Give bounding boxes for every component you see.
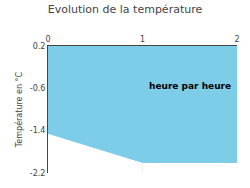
svg-text:heure par heure: heure par heure: [149, 81, 231, 91]
svg-text:-2.2: -2.2: [30, 169, 46, 178]
svg-text:1: 1: [140, 35, 145, 44]
svg-text:2: 2: [234, 35, 239, 44]
svg-text:Evolution de la température: Evolution de la température: [48, 3, 203, 16]
svg-text:-0.6: -0.6: [30, 84, 46, 93]
svg-text:-1.4: -1.4: [30, 126, 46, 135]
svg-text:0: 0: [45, 35, 50, 44]
svg-text:Température en °C: Température en °C: [14, 71, 24, 148]
svg-text:0.2: 0.2: [33, 42, 46, 51]
